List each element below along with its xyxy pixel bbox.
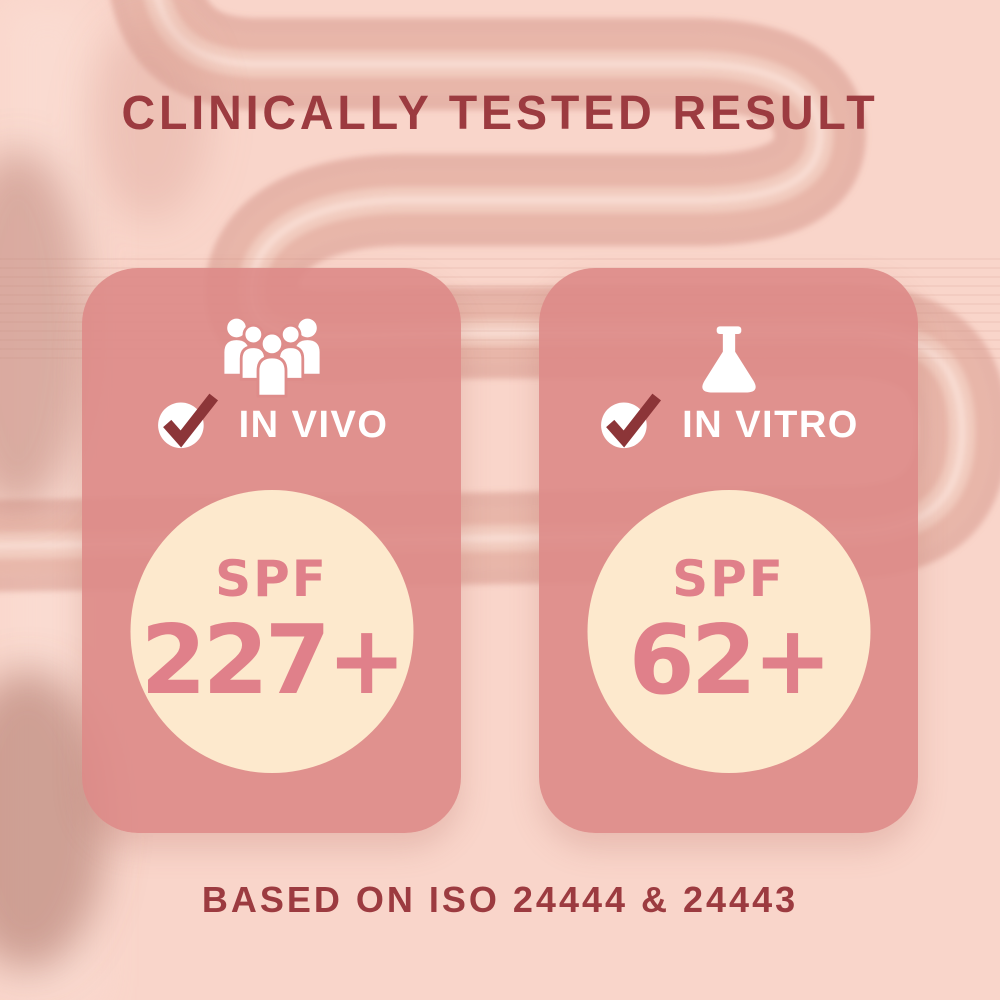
spf-label: SPF: [672, 550, 785, 608]
in-vivo-card: IN VIVO SPF 227+: [82, 268, 461, 833]
footer-note: BASED ON ISO 24444 & 24443: [201, 879, 799, 920]
spf-label: SPF: [215, 550, 328, 608]
spf-badge: SPF 62+: [587, 490, 870, 773]
people-group-icon: [216, 314, 328, 398]
test-type-label: IN VITRO: [682, 404, 859, 446]
flask-icon: [689, 324, 769, 401]
in-vivo-label-row: IN VIVO: [82, 390, 461, 460]
checkmark-icon: [598, 387, 668, 449]
page-title: CLINICALLY TESTED RESULT: [121, 87, 879, 140]
spf-value: 62+: [628, 606, 833, 716]
spf-badge: SPF 227+: [130, 490, 413, 773]
spf-value: 227+: [140, 606, 407, 716]
in-vitro-label-row: IN VITRO: [539, 390, 918, 460]
in-vitro-card: IN VITRO SPF 62+: [539, 268, 918, 833]
checkmark-icon: [155, 387, 225, 449]
test-type-label: IN VIVO: [238, 404, 389, 446]
